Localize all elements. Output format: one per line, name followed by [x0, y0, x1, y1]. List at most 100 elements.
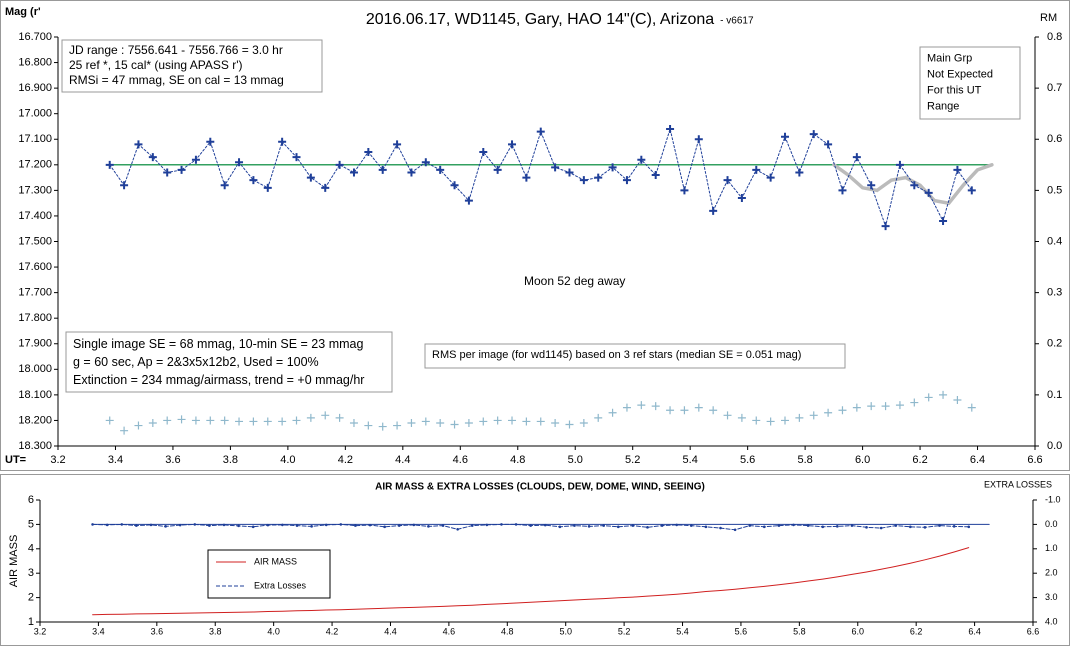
data-point — [191, 155, 200, 164]
data-point — [719, 526, 722, 530]
data-point — [924, 188, 933, 197]
data-point — [939, 390, 948, 399]
data-point — [266, 523, 270, 527]
data-point — [383, 525, 386, 529]
data-point — [407, 168, 416, 177]
x-tick-label: 5.6 — [735, 626, 748, 636]
chart-title: 2016.06.17, WD1145, Gary, HAO 14"(C), Ar… — [366, 11, 714, 28]
y-tick-label: 6 — [28, 494, 34, 506]
x-tick-label: 6.4 — [970, 454, 985, 466]
y-tick-label: 18.100 — [18, 389, 52, 401]
data-point — [105, 523, 109, 527]
x-tick-label: 5.8 — [793, 626, 806, 636]
data-point — [694, 135, 703, 144]
data-point — [723, 176, 732, 185]
data-point — [660, 524, 664, 527]
y-tick-label: 17.900 — [18, 338, 52, 350]
data-point — [464, 196, 473, 205]
y-tick-label: 16.700 — [18, 31, 52, 43]
x-tick-label: 5.4 — [676, 626, 689, 636]
x-tick-label: 4.4 — [384, 626, 397, 636]
data-point — [763, 525, 766, 529]
data-point — [149, 523, 153, 527]
data-point — [479, 417, 488, 426]
y-tick-label: 16.900 — [18, 82, 52, 94]
data-point — [602, 524, 605, 527]
data-point — [967, 525, 971, 529]
data-point — [292, 153, 301, 162]
data-point — [378, 422, 387, 431]
y2-tick-label: 0.3 — [1047, 287, 1062, 299]
data-point — [522, 417, 531, 426]
data-point — [470, 524, 474, 527]
data-point — [752, 165, 761, 174]
data-point — [939, 217, 948, 226]
data-point — [910, 398, 919, 407]
data-point — [335, 413, 344, 422]
data-point — [295, 524, 299, 527]
data-point — [806, 524, 810, 527]
x-tick-label: 5.2 — [618, 626, 631, 636]
data-point — [689, 524, 693, 527]
data-point — [450, 420, 459, 429]
annotation-text: RMSi = 47 mmag, SE on cal = 13 mmag — [69, 73, 284, 87]
series-line — [92, 547, 970, 616]
data-point — [631, 524, 635, 527]
y-tick-label: 17.400 — [18, 210, 52, 222]
data-point — [895, 401, 904, 410]
data-point — [824, 408, 833, 417]
x-tick-label: 6.2 — [912, 454, 927, 466]
data-point — [485, 523, 489, 527]
data-point — [637, 155, 646, 164]
y-tick-label: 4 — [28, 543, 34, 555]
y-tick-label: 17.300 — [18, 184, 52, 196]
data-point — [421, 417, 430, 426]
data-point — [565, 168, 574, 177]
x-tick-label: 4.8 — [501, 626, 514, 636]
x-tick-label: 3.2 — [34, 626, 47, 636]
data-point — [809, 130, 818, 139]
data-point — [321, 411, 330, 420]
series-line — [109, 127, 973, 228]
y-tick-label: 17.100 — [18, 133, 52, 145]
data-point — [354, 524, 357, 527]
data-point — [208, 524, 211, 527]
x-tick-label: 4.2 — [338, 454, 353, 466]
y-tick-label: 17.000 — [18, 108, 52, 120]
data-point — [543, 523, 547, 527]
y-tick-label: 1 — [28, 616, 34, 628]
data-point — [608, 163, 617, 172]
data-point — [923, 526, 927, 529]
annotation-text: Single image SE = 68 mmag, 10-min SE = 2… — [73, 337, 363, 351]
data-point — [573, 524, 576, 527]
data-point — [737, 194, 746, 203]
data-point — [163, 168, 172, 177]
annotation-text: RMS per image (for wd1145) based on 3 re… — [432, 349, 801, 361]
x-tick-label: 6.6 — [1027, 454, 1042, 466]
x-tick-label: 4.6 — [443, 626, 456, 636]
data-point — [177, 165, 186, 174]
x-tick-label: 6.0 — [852, 626, 865, 636]
data-point — [616, 525, 620, 529]
y-tick-label: 17.800 — [18, 312, 52, 324]
y2-tick-label: 0.0 — [1045, 519, 1058, 529]
y2-tick-label: -1.0 — [1045, 494, 1061, 504]
data-point — [867, 402, 876, 411]
annotation-text: JD range : 7556.641 - 7556.766 = 3.0 hr — [69, 43, 283, 57]
y-tick-label: 18.300 — [18, 440, 52, 452]
data-point — [666, 406, 675, 415]
y-tick-label: 5 — [28, 518, 34, 530]
data-point — [865, 526, 868, 529]
data-point — [752, 416, 761, 425]
data-point — [105, 160, 114, 169]
data-point — [349, 168, 358, 177]
chart-title: AIR MASS & EXTRA LOSSES (CLOUDS, DEW, DO… — [375, 482, 705, 493]
data-point — [953, 165, 962, 174]
y2-tick-label: 0.6 — [1047, 133, 1062, 145]
y2-tick-label: 0.0 — [1047, 440, 1062, 452]
y2-tick-label: 4.0 — [1045, 616, 1058, 626]
y-tick-label: 18.000 — [18, 363, 52, 375]
annotation-text: g = 60 sec, Ap = 2&3x5x12b2, Used = 100% — [73, 355, 319, 369]
y2-tick-label: 1.0 — [1045, 543, 1058, 553]
